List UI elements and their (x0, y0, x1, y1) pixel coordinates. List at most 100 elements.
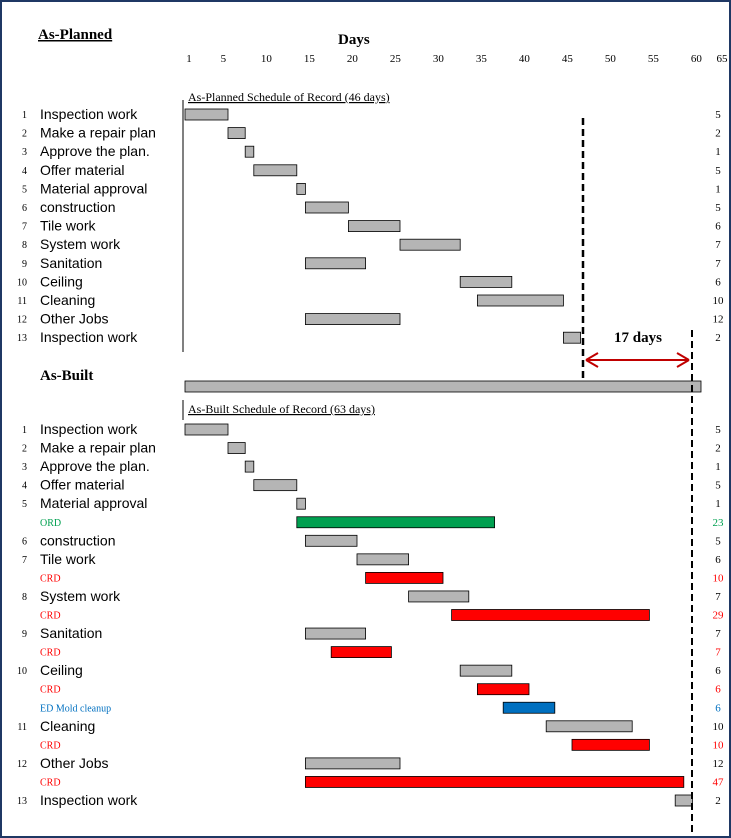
crd-label: CRD (40, 573, 61, 584)
day-tick-40: 40 (519, 53, 531, 65)
task-bar (244, 460, 255, 473)
day-tick-35: 35 (476, 53, 488, 65)
delay-annotation: 17 days (585, 330, 690, 368)
built-row-task: 1 Inspection work 5 (22, 421, 721, 437)
crd-label: CRD (40, 611, 61, 622)
planned-bar (399, 238, 461, 251)
duration-value: 7 (715, 258, 721, 270)
crd-bar (365, 572, 444, 584)
task-label: Offer material (40, 162, 125, 178)
duration-value: 7 (715, 239, 721, 251)
duration-value: 6 (715, 221, 721, 233)
duration-value: 6 (715, 276, 721, 288)
planned-bar (227, 127, 246, 139)
task-label: Approve the plan. (40, 143, 150, 159)
row-number: 11 (17, 722, 27, 733)
built-rows: 1 Inspection work 52 Make a repair plan 23 Ap… (17, 421, 724, 808)
duration-value: 5 (715, 480, 721, 492)
planned-row: 1 Inspection work 5 (22, 106, 721, 122)
task-label: Other Jobs (40, 755, 108, 771)
duration-value: 5 (715, 535, 721, 547)
day-tick-30: 30 (433, 53, 445, 65)
duration-value: 6 (715, 554, 721, 566)
duration-value: 5 (715, 109, 721, 121)
duration-value: 10 (713, 295, 725, 307)
crd-bar (304, 776, 685, 788)
delay-arrow-left-head (585, 352, 599, 368)
task-bar (304, 757, 401, 770)
duration-value: 6 (715, 702, 721, 714)
ord-label: ORD (40, 518, 61, 529)
row-number: 12 (17, 759, 27, 770)
planned-row: 11 Cleaning 10 (17, 292, 724, 308)
task-bar (545, 720, 633, 733)
planned-row: 5 Material approval 1 (22, 180, 721, 196)
built-caption: As-Built Schedule of Record (63 days) (188, 402, 375, 416)
planned-row: 4 Offer material 5 (22, 162, 721, 178)
day-tick-25: 25 (390, 53, 402, 65)
task-label: Sanitation (40, 255, 102, 271)
task-label: construction (40, 532, 115, 548)
built-row-ord: ORD 23 (40, 516, 724, 529)
planned-row: 2 Make a repair plan 2 (22, 125, 721, 141)
built-row-task: 13 Inspection work 2 (17, 792, 721, 808)
task-label: System work (40, 236, 121, 252)
as-built-total-bar (184, 380, 702, 393)
task-label: Ceiling (40, 662, 83, 678)
planned-bar (563, 331, 582, 344)
built-row-task: 11 Cleaning 10 (17, 718, 724, 734)
built-row-task: 10 Ceiling 6 (17, 662, 721, 678)
day-tick-20: 20 (347, 53, 359, 65)
built-row-task: 7 Tile work 6 (22, 551, 721, 567)
built-row-task: 8 System work 7 (22, 588, 721, 604)
crd-label: CRD (40, 740, 61, 751)
row-number: 9 (22, 629, 27, 640)
task-bar (304, 534, 358, 547)
planned-bar (184, 108, 229, 121)
task-label: Cleaning (40, 292, 95, 308)
built-heading: As-Built (40, 368, 93, 384)
task-bar (304, 627, 366, 640)
day-tick-65: 65 (717, 53, 729, 65)
built-row-task: 12 Other Jobs 12 (17, 755, 724, 771)
crd-bar (571, 738, 650, 751)
ed-label: ED Mold cleanup (40, 703, 111, 714)
built-row-crd: CRD 29 (40, 609, 724, 622)
duration-value: 1 (715, 461, 721, 473)
row-number: 5 (22, 184, 27, 195)
crd-bar (476, 683, 530, 696)
duration-value: 2 (715, 332, 721, 344)
task-label: Material approval (40, 495, 147, 511)
row-number: 9 (22, 259, 27, 270)
row-number: 8 (22, 592, 27, 603)
day-tick-15: 15 (304, 53, 316, 65)
task-label: Tile work (40, 551, 96, 567)
row-number: 4 (22, 481, 27, 492)
planned-bar (304, 257, 366, 270)
duration-value: 5 (715, 165, 721, 177)
row-number: 1 (22, 110, 27, 121)
row-number: 1 (22, 425, 27, 436)
planned-row: 8 System work 7 (22, 236, 721, 252)
planned-row: 10 Ceiling 6 (17, 273, 721, 289)
crd-bar (330, 646, 392, 658)
task-label: Inspection work (40, 329, 138, 345)
duration-value: 12 (713, 314, 724, 326)
day-tick-60: 60 (691, 53, 703, 65)
day-ticks: 1 5 10 15 20 25 30 35 40 45 50 55 60 65 (186, 53, 728, 65)
day-tick-5: 5 (221, 53, 227, 65)
duration-value: 10 (713, 739, 725, 751)
built-row-crd: CRD 10 (40, 572, 724, 584)
duration-value: 5 (715, 202, 721, 214)
row-number: 5 (22, 499, 27, 510)
day-tick-50: 50 (605, 53, 617, 65)
planned-row: 9 Sanitation 7 (22, 255, 721, 271)
planned-row: 7 Tile work 6 (22, 218, 721, 234)
crd-label: CRD (40, 648, 61, 659)
duration-value: 7 (715, 628, 721, 640)
planned-bar (476, 294, 564, 307)
crd-bar (451, 609, 650, 621)
task-bar (356, 553, 409, 566)
